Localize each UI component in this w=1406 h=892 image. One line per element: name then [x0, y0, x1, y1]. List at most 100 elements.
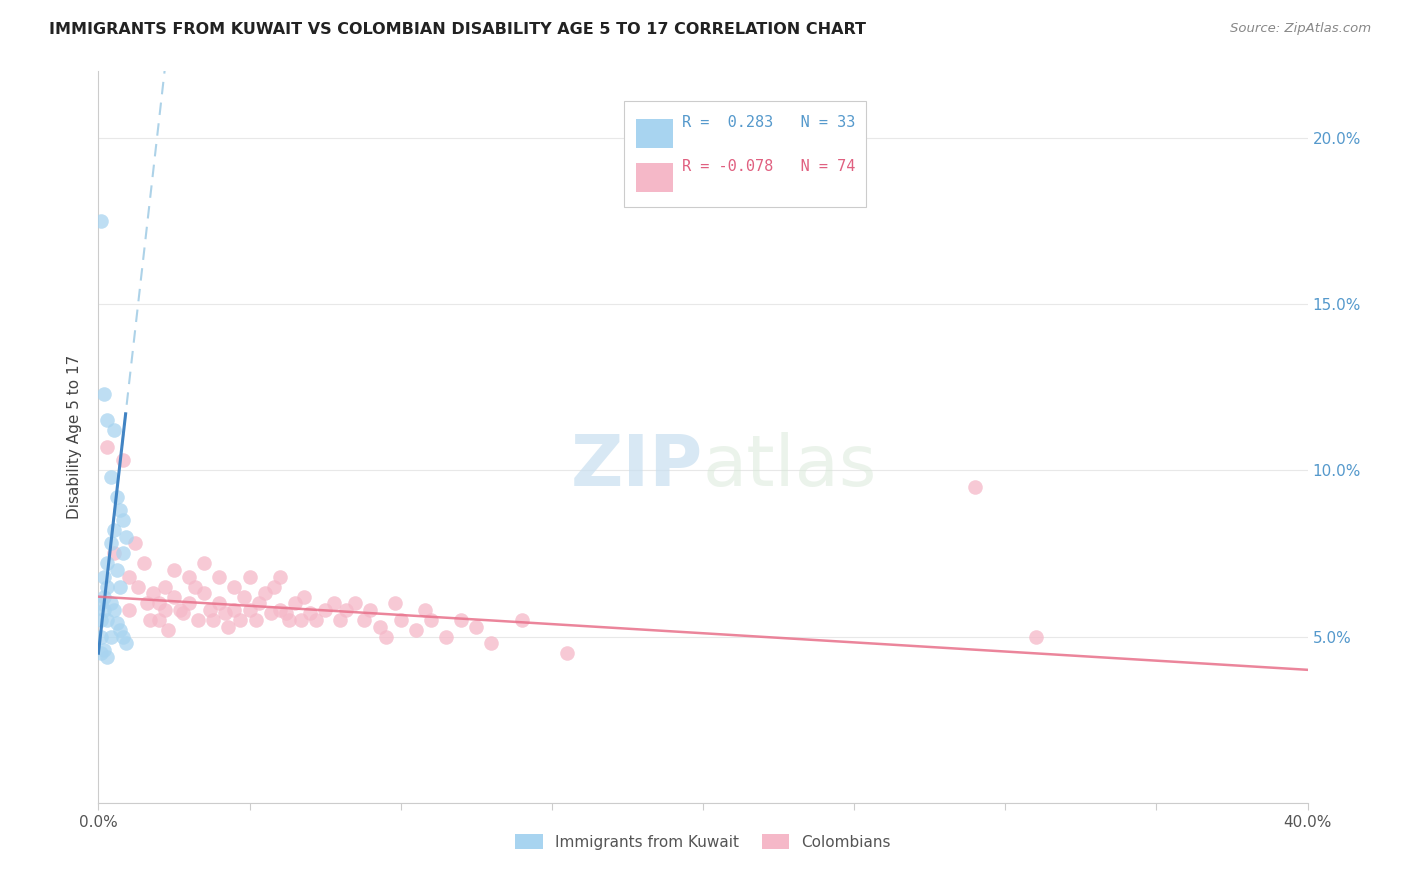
Point — [555, 646, 578, 660]
Point — [96, 613, 118, 627]
Point — [269, 570, 291, 584]
Point — [103, 603, 125, 617]
Point — [96, 649, 118, 664]
Point — [217, 619, 239, 633]
Point — [299, 607, 322, 621]
Point — [103, 424, 125, 438]
Point — [93, 570, 115, 584]
Point — [135, 596, 157, 610]
Point — [329, 613, 352, 627]
Point — [96, 413, 118, 427]
Text: R =  0.283   N = 33: R = 0.283 N = 33 — [682, 115, 856, 130]
Point — [420, 613, 443, 627]
Text: ZIP: ZIP — [571, 432, 703, 500]
Point — [90, 630, 112, 644]
Point — [179, 596, 201, 610]
Point — [368, 619, 391, 633]
Point — [153, 603, 176, 617]
Point — [139, 613, 162, 627]
Point — [111, 630, 134, 644]
Point — [353, 613, 375, 627]
Point — [245, 613, 267, 627]
Text: atlas: atlas — [703, 432, 877, 500]
Point — [100, 470, 122, 484]
Point — [114, 636, 136, 650]
Point — [111, 453, 134, 467]
Point — [108, 623, 131, 637]
Point — [434, 630, 457, 644]
Point — [239, 603, 262, 617]
Point — [118, 570, 141, 584]
Point — [239, 570, 262, 584]
Point — [965, 480, 987, 494]
Point — [96, 557, 118, 571]
FancyBboxPatch shape — [637, 163, 672, 192]
Point — [200, 603, 222, 617]
Y-axis label: Disability Age 5 to 17: Disability Age 5 to 17 — [67, 355, 83, 519]
Text: Source: ZipAtlas.com: Source: ZipAtlas.com — [1230, 22, 1371, 36]
Point — [96, 440, 118, 454]
Point — [360, 603, 382, 617]
Point — [405, 623, 427, 637]
Point — [179, 570, 201, 584]
FancyBboxPatch shape — [637, 119, 672, 148]
Point — [224, 603, 246, 617]
Point — [465, 619, 488, 633]
Point — [114, 530, 136, 544]
Point — [100, 630, 122, 644]
Point — [103, 546, 125, 560]
Point — [148, 613, 170, 627]
Point — [247, 596, 270, 610]
Point — [118, 603, 141, 617]
Point — [153, 580, 176, 594]
Point — [208, 596, 231, 610]
Point — [450, 613, 472, 627]
Point — [163, 590, 186, 604]
Point — [103, 523, 125, 537]
Point — [90, 646, 112, 660]
Point — [93, 387, 115, 401]
Point — [127, 580, 149, 594]
Point — [111, 546, 134, 560]
Point — [202, 613, 225, 627]
Point — [284, 596, 307, 610]
Point — [229, 613, 252, 627]
Point — [90, 613, 112, 627]
Point — [389, 613, 412, 627]
Point — [156, 623, 179, 637]
Point — [263, 580, 285, 594]
Point — [269, 603, 291, 617]
Point — [260, 607, 283, 621]
Text: IMMIGRANTS FROM KUWAIT VS COLOMBIAN DISABILITY AGE 5 TO 17 CORRELATION CHART: IMMIGRANTS FROM KUWAIT VS COLOMBIAN DISA… — [49, 22, 866, 37]
Point — [187, 613, 209, 627]
Point — [1024, 630, 1046, 644]
Point — [374, 630, 396, 644]
Point — [290, 613, 312, 627]
Point — [253, 586, 276, 600]
Point — [90, 596, 112, 610]
Point — [323, 596, 346, 610]
Point — [413, 603, 436, 617]
Point — [100, 596, 122, 610]
Point — [90, 214, 112, 228]
Point — [208, 570, 231, 584]
Point — [314, 603, 336, 617]
Point — [193, 586, 215, 600]
Point — [277, 613, 299, 627]
Point — [232, 590, 254, 604]
Point — [224, 580, 246, 594]
Point — [132, 557, 155, 571]
Point — [105, 616, 128, 631]
Point — [148, 596, 170, 610]
Point — [292, 590, 315, 604]
Point — [481, 636, 503, 650]
Point — [384, 596, 406, 610]
Point — [96, 580, 118, 594]
Point — [163, 563, 186, 577]
Point — [93, 603, 115, 617]
Point — [172, 607, 194, 621]
Point — [111, 513, 134, 527]
Point — [105, 563, 128, 577]
Point — [214, 607, 236, 621]
Text: R = -0.078   N = 74: R = -0.078 N = 74 — [682, 159, 856, 174]
